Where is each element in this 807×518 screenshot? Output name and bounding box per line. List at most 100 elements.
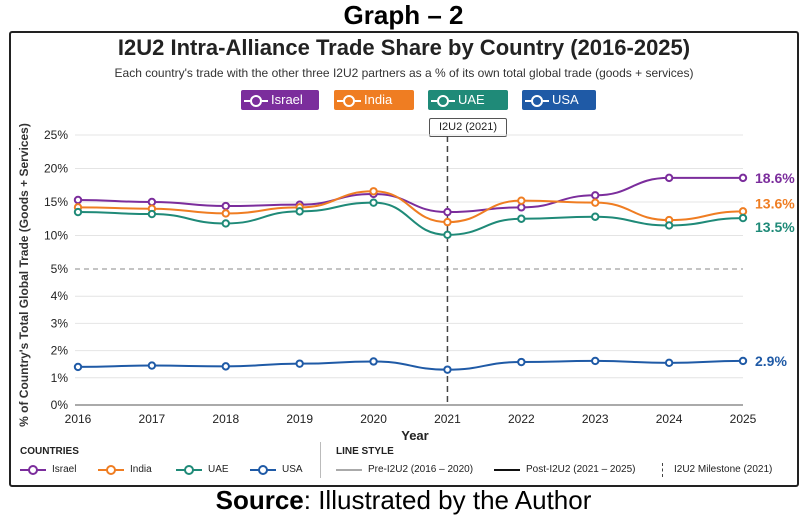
data-point-usa	[664, 358, 674, 368]
data-point-uae	[517, 214, 526, 223]
dashed-line-icon	[662, 463, 663, 477]
line-marker-icon	[244, 95, 268, 107]
data-point-israel	[738, 173, 748, 183]
data-point-usa	[738, 356, 748, 366]
data-point-india	[221, 209, 230, 218]
data-point-usa	[73, 362, 83, 372]
y-tick-label: 2%	[51, 344, 69, 358]
top-legend: Israel India UAE USA	[0, 90, 807, 112]
y-tick-label: 20%	[44, 162, 68, 176]
data-point-india	[443, 217, 452, 227]
graph-label: Graph – 2	[343, 0, 464, 30]
data-point-israel	[147, 197, 157, 207]
line-style-pre: Pre-I2U2 (2016 – 2020)	[336, 463, 473, 477]
data-point-uae	[591, 212, 600, 221]
x-tick-label: 2022	[508, 412, 535, 426]
legend-pill-uae[interactable]: UAE	[428, 90, 508, 110]
legend-label: Post-I2U2 (2021 – 2025)	[526, 464, 636, 475]
data-point-usa	[591, 356, 600, 366]
x-tick-label: 2020	[360, 412, 387, 426]
line-style-heading: LINE STYLE	[336, 446, 394, 457]
x-tick-label: 2025	[730, 412, 757, 426]
data-point-usa	[369, 357, 378, 366]
data-point-uae	[73, 207, 83, 217]
line-marker-icon	[98, 465, 124, 475]
data-point-israel	[443, 207, 452, 217]
legend-label: Israel	[52, 464, 77, 475]
y-tick-label: 25%	[44, 128, 68, 142]
y-tick-label: 4%	[51, 289, 69, 303]
series-line-usa	[77, 359, 744, 371]
data-point-usa	[295, 359, 304, 368]
line-style-milestone: I2U2 Milestone (2021)	[660, 463, 772, 477]
legend-pill-israel[interactable]: Israel	[241, 90, 319, 110]
data-point-uae	[443, 230, 452, 240]
source-label: Source	[215, 485, 304, 515]
y-tick-label: 15%	[44, 195, 68, 209]
x-tick-label: 2024	[656, 412, 683, 426]
data-point-india	[517, 196, 526, 205]
y-tick-label: 10%	[44, 229, 68, 243]
end-value-label-uae: 13.5%	[755, 219, 795, 235]
data-point-uae	[664, 221, 674, 230]
y-tick-label: 3%	[51, 316, 69, 330]
data-point-uae	[147, 209, 157, 219]
chart-subtitle: Each country's trade with the other thre…	[114, 66, 694, 80]
legend-label: Israel	[271, 92, 303, 107]
data-point-usa	[443, 365, 452, 374]
bottom-legend-israel: Israel	[20, 463, 76, 477]
line-marker-icon	[337, 95, 361, 107]
data-point-israel	[517, 203, 526, 212]
milestone-label: I2U2 (2021)	[429, 118, 507, 137]
line-marker-icon	[431, 95, 455, 107]
bottom-legend-usa: USA	[250, 463, 303, 477]
legend-label: Pre-I2U2 (2016 – 2020)	[368, 464, 474, 475]
legend-separator	[320, 442, 321, 478]
x-tick-label: 2023	[582, 412, 609, 426]
data-point-usa	[221, 362, 230, 371]
x-tick-label: 2021	[434, 412, 461, 426]
bottom-legend-uae: UAE	[176, 463, 229, 477]
solid-line-icon	[494, 469, 520, 471]
legend-label: India	[130, 464, 152, 475]
line-marker-icon	[525, 95, 549, 107]
x-tick-label: 2016	[65, 412, 92, 426]
legend-label: I2U2 Milestone (2021)	[674, 464, 773, 475]
y-tick-label: 1%	[51, 371, 69, 385]
series-line-india	[77, 190, 744, 224]
source-caption: Source: Illustrated by the Author	[0, 485, 807, 516]
data-point-israel	[73, 195, 83, 205]
y-tick-label: 5%	[51, 262, 69, 276]
x-tick-label: 2019	[286, 412, 313, 426]
x-tick-label: 2018	[212, 412, 239, 426]
data-point-usa	[147, 361, 157, 370]
solid-line-icon	[336, 469, 362, 471]
legend-pill-india[interactable]: India	[334, 90, 414, 110]
legend-label: India	[364, 92, 393, 107]
data-point-india	[738, 207, 748, 216]
legend-label: UAE	[208, 464, 229, 475]
data-point-india	[591, 198, 600, 207]
line-style-post: Post-I2U2 (2021 – 2025)	[494, 463, 636, 477]
data-point-uae	[295, 207, 304, 216]
line-marker-icon	[176, 465, 202, 475]
series-line-israel	[77, 176, 743, 214]
countries-heading: COUNTRIES	[20, 446, 79, 457]
legend-label: USA	[282, 464, 303, 475]
legend-pill-usa[interactable]: USA	[522, 90, 596, 110]
end-value-label-usa: 2.9%	[755, 353, 787, 369]
data-point-india	[369, 187, 378, 196]
x-tick-label: 2017	[139, 412, 166, 426]
bottom-legend-india: India	[98, 463, 152, 477]
line-marker-icon	[20, 465, 46, 475]
chart-title: I2U2 Intra-Alliance Trade Share by Count…	[117, 35, 691, 60]
data-point-israel	[591, 191, 600, 200]
end-value-label-india: 13.6%	[755, 195, 795, 211]
x-axis-label: Year	[401, 428, 428, 443]
data-point-uae	[369, 198, 378, 207]
source-text: : Illustrated by the Author	[303, 485, 592, 515]
y-tick-label: 0%	[51, 398, 69, 412]
legend-label: UAE	[458, 92, 485, 107]
data-point-israel	[221, 201, 230, 211]
